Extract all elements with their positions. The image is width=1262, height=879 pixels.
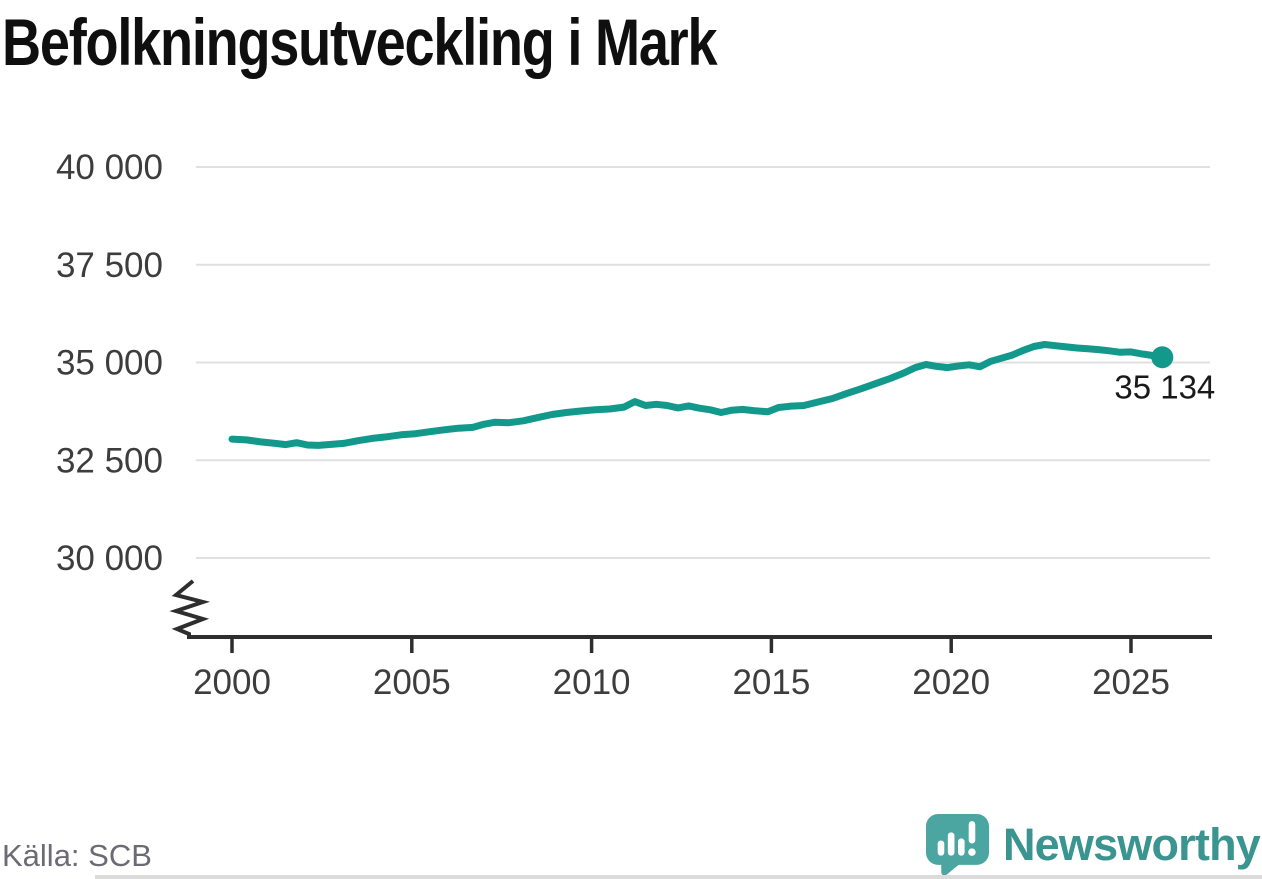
population-series-line (228, 341, 1166, 449)
x-tick (230, 639, 234, 653)
exclamation-bar (968, 821, 976, 844)
x-tick-label: 2025 (1092, 663, 1170, 702)
x-tick (769, 639, 774, 653)
bar-2 (947, 832, 955, 856)
x-tick (1129, 639, 1133, 653)
x-tick-label: 2000 (193, 663, 271, 702)
x-tick-label: 2015 (732, 663, 810, 702)
axis-break-icon (169, 579, 211, 637)
newsworthy-wordmark: Newsworthy (1002, 818, 1261, 870)
x-tick (949, 639, 953, 653)
newsworthy-logo: Newsworthy (925, 813, 1261, 876)
exclamation-dot (968, 848, 976, 856)
newsworthy-icon (925, 814, 989, 876)
y-tick-label: 30 000 (56, 539, 163, 578)
bar-3 (957, 838, 965, 856)
source-label: Källa: SCB (2, 838, 152, 873)
y-tick-label: 32 500 (56, 441, 163, 480)
bottom-rule (95, 875, 1262, 879)
latest-point-marker (1151, 346, 1174, 369)
x-tick-label: 2005 (373, 663, 451, 702)
bar-1 (937, 840, 945, 856)
chart-title: Befolkningsutveckling i Mark (2, 5, 718, 79)
x-tick-label: 2020 (912, 663, 990, 702)
x-tick (589, 639, 594, 653)
x-axis-line (187, 635, 1212, 639)
x-tick-label: 2010 (553, 663, 631, 702)
y-tick-label: 37 500 (56, 246, 163, 285)
y-tick-label: 35 000 (56, 344, 163, 383)
x-tick (410, 639, 414, 653)
speech-bubble-shape (925, 814, 989, 876)
y-tick-label: 40 000 (56, 148, 163, 187)
latest-value-label: 35 134 (1114, 368, 1215, 405)
